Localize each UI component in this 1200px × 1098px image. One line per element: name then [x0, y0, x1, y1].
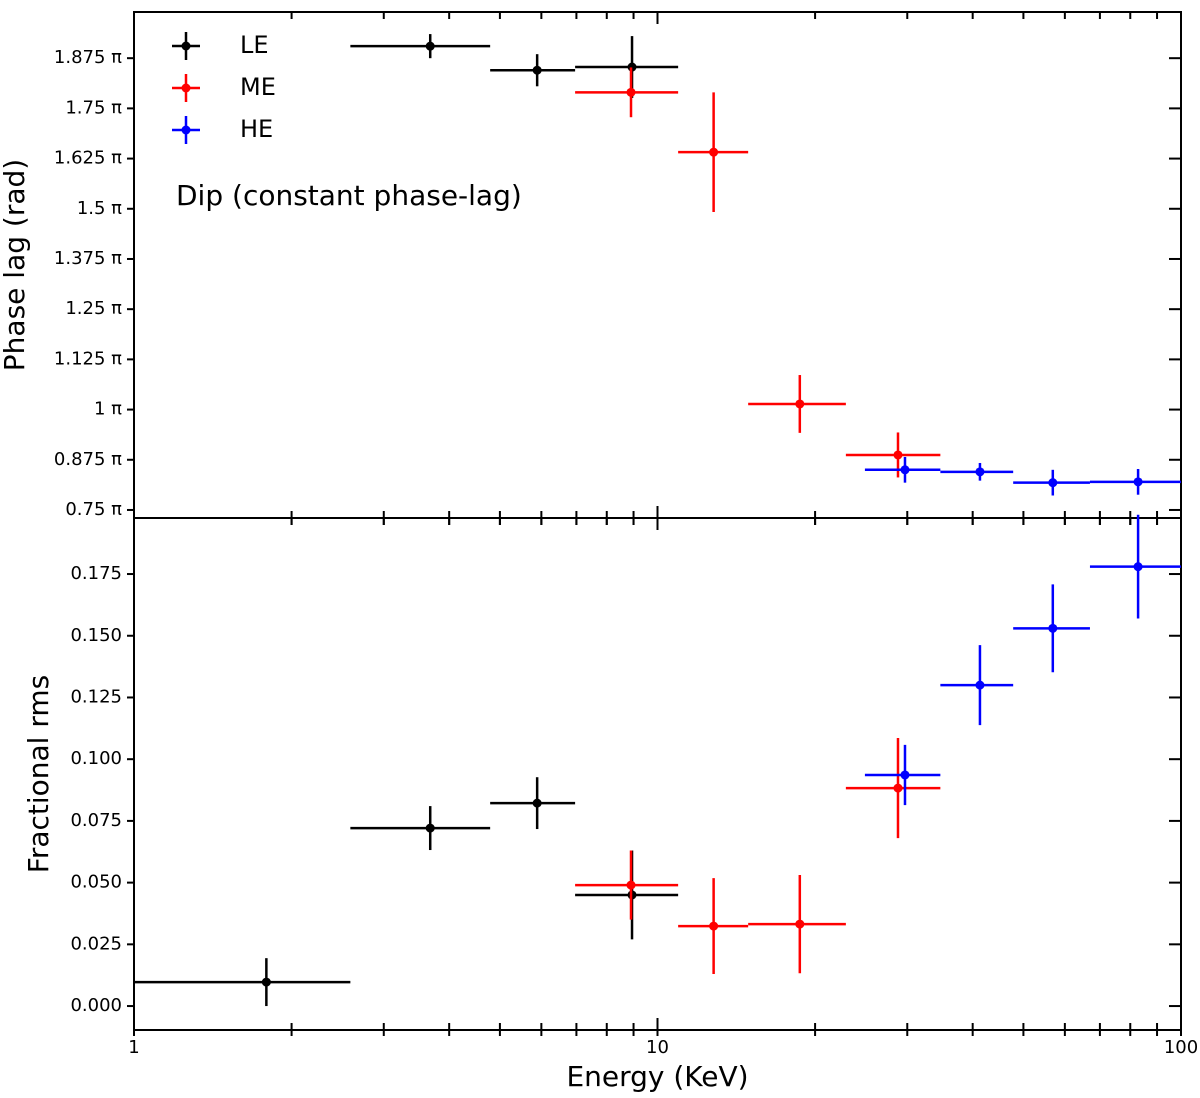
legend: LE ME HE	[172, 31, 276, 144]
legend-marker	[181, 83, 191, 93]
y-tick-label: 0.100	[70, 748, 122, 769]
point	[626, 880, 636, 890]
point	[900, 465, 910, 475]
y-tick-label: 0.150	[70, 625, 122, 646]
y-tick-label: 0.125	[70, 686, 122, 707]
point	[709, 921, 719, 931]
series	[575, 737, 941, 974]
series	[350, 34, 679, 98]
point	[425, 823, 435, 833]
plot-frame	[133, 11, 1182, 519]
point	[975, 467, 985, 477]
y-tick-label: 1.125 π	[54, 348, 122, 369]
x-axis-label: Energy (KeV)	[566, 1060, 748, 1093]
point	[1133, 562, 1143, 572]
y-axis-label: Fractional rms	[22, 675, 55, 874]
point	[795, 399, 805, 409]
point	[795, 919, 805, 929]
legend-marker	[181, 125, 191, 135]
y-tick-label: 0.000	[70, 995, 122, 1016]
y-tick-label: 1.5 π	[77, 198, 122, 219]
point	[626, 87, 636, 97]
annotation: Dip (constant phase-lag)	[176, 179, 522, 212]
point	[261, 977, 271, 987]
y-tick-label: 1.625 π	[54, 148, 122, 169]
plot-frame	[133, 517, 1182, 1031]
y-tick-label: 0.75 π	[65, 499, 122, 520]
legend-label: LE	[240, 31, 269, 59]
x-tick-label: 100	[1164, 1037, 1198, 1058]
series	[864, 514, 1181, 806]
series	[864, 456, 1181, 496]
x-tick-label: 10	[646, 1037, 669, 1058]
y-tick-label: 1.875 π	[54, 47, 122, 68]
x-tick-label: 1	[128, 1037, 139, 1058]
legend-label: HE	[240, 115, 273, 143]
point	[1133, 477, 1143, 487]
point	[893, 783, 903, 793]
y-tick-label: 1.75 π	[65, 97, 122, 118]
point	[532, 65, 542, 75]
y-axis-label: Phase lag (rad)	[0, 159, 31, 371]
series	[575, 67, 941, 478]
series	[134, 777, 679, 1007]
y-tick-label: 0.875 π	[54, 449, 122, 470]
y-tick-label: 0.075	[70, 810, 122, 831]
y-tick-label: 1.25 π	[65, 298, 122, 319]
point	[425, 41, 435, 51]
legend-marker	[181, 41, 191, 51]
y-tick-label: 1.375 π	[54, 248, 122, 269]
legend-label: ME	[240, 73, 276, 101]
point	[1048, 623, 1058, 633]
point	[893, 450, 903, 460]
point	[1048, 478, 1058, 488]
y-tick-label: 0.025	[70, 933, 122, 954]
point	[975, 680, 985, 690]
point	[709, 147, 719, 157]
point	[900, 770, 910, 780]
y-tick-label: 0.050	[70, 872, 122, 893]
point	[532, 798, 542, 808]
y-tick-label: 0.175	[70, 563, 122, 584]
y-tick-label: 1 π	[94, 399, 122, 420]
